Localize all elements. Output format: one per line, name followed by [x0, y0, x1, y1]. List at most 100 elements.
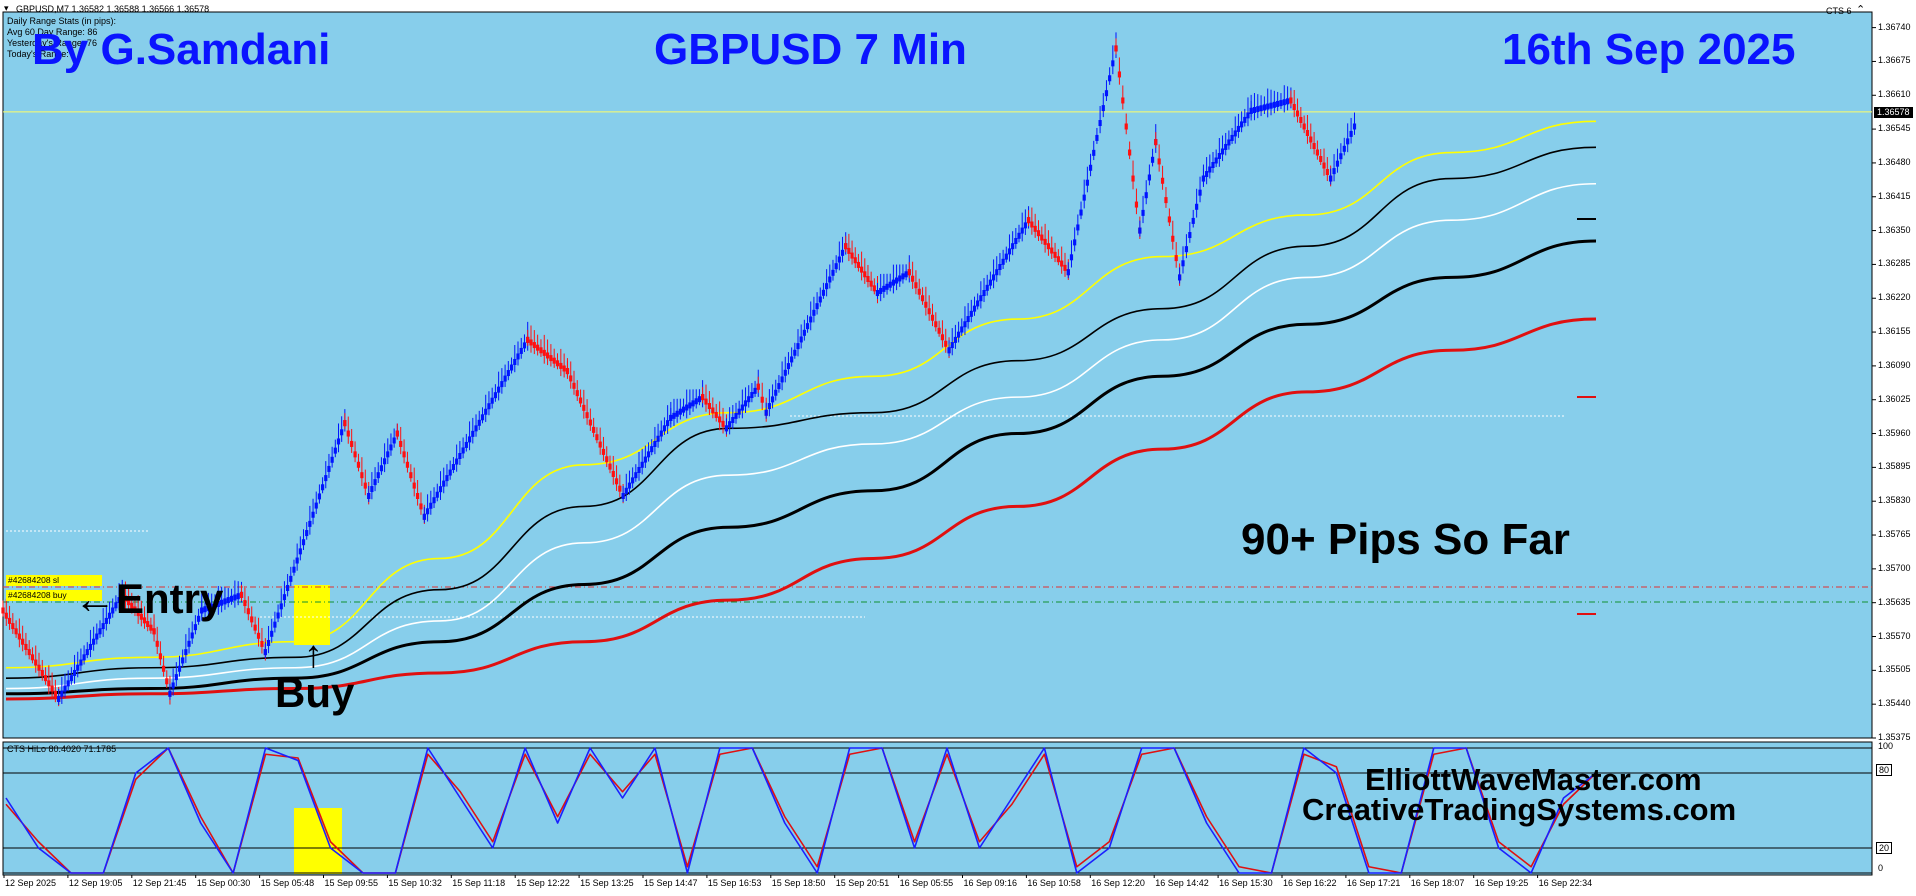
order-sl-tag[interactable]: #42684208 sl — [6, 575, 102, 586]
price-bar-body — [809, 316, 813, 323]
price-bar-body — [1292, 103, 1296, 110]
price-bar-body — [127, 599, 131, 606]
price-bar-body — [356, 461, 361, 468]
price-bar-body — [834, 263, 838, 270]
price-bar-body — [37, 664, 41, 671]
price-bar-body — [139, 613, 143, 620]
price-bar-body — [869, 280, 873, 287]
moving-average-line — [5, 239, 1597, 696]
price-bar-body — [1220, 148, 1225, 155]
price-tick-label: 1.35700 — [1878, 562, 1911, 573]
price-bar-body — [562, 365, 566, 372]
price-bar-body — [4, 612, 8, 619]
chart-menu-triangle-icon[interactable]: ▾ — [4, 3, 9, 13]
price-bar-body — [930, 314, 935, 321]
price-bar-body — [780, 376, 784, 383]
osc-level-label: 100 — [1878, 741, 1894, 751]
price-bar-body — [1178, 274, 1182, 281]
price-tick-label: 1.36740 — [1878, 21, 1911, 32]
price-bar-body — [92, 638, 96, 645]
price-bar-body — [130, 602, 134, 609]
price-bar-body — [539, 347, 543, 354]
price-bar-body — [532, 342, 536, 349]
price-bar-body — [595, 434, 599, 441]
price-bar-body — [233, 594, 237, 601]
price-bar-body — [184, 649, 188, 656]
time-tick-label: 15 Sep 09:55 — [324, 878, 379, 888]
price-bar-body — [1269, 102, 1273, 109]
price-bar-body — [429, 502, 433, 509]
price-bar-body — [376, 472, 380, 479]
price-bar-body — [1098, 120, 1102, 127]
price-bar-body — [875, 290, 880, 297]
price-bar-body — [442, 480, 446, 487]
price-bar-body — [1092, 149, 1096, 156]
price-bar-body — [477, 419, 481, 426]
price-bar-body — [598, 441, 602, 448]
price-bar-body — [552, 357, 556, 364]
price-bar-body — [969, 310, 973, 317]
price-bar-body — [66, 680, 70, 687]
price-bar-body — [256, 632, 261, 639]
time-tick-label: 15 Sep 05:48 — [260, 878, 315, 888]
price-bar-body — [650, 446, 654, 453]
price-bar-body — [40, 669, 44, 676]
price-bar-body — [1227, 139, 1231, 146]
price-bar-body — [1201, 175, 1206, 182]
price-bar-body — [697, 396, 702, 403]
price-bar-body — [812, 309, 816, 316]
price-bar-body — [1198, 189, 1202, 196]
price-bar-body — [911, 275, 915, 282]
price-bar-body — [522, 342, 527, 349]
price-bar-body — [1256, 106, 1260, 113]
order-buy-tag[interactable]: #42684208 buy — [6, 590, 102, 601]
price-bar-body — [480, 414, 485, 421]
price-bar-body — [1050, 247, 1054, 254]
price-bar-body — [982, 290, 986, 297]
price-bar-body — [111, 607, 115, 614]
price-bar-body — [333, 447, 337, 454]
price-bar-body — [196, 615, 201, 622]
oscillator-line-red — [5, 747, 1597, 874]
price-bar-body — [1147, 174, 1151, 181]
price-bar-body — [1276, 100, 1280, 107]
price-bar-body — [588, 419, 592, 426]
cts-corner-label: CTS 6 — [1826, 6, 1852, 16]
price-bar-body — [1088, 164, 1093, 171]
price-bar-body — [445, 475, 449, 482]
price-bar-body — [1266, 103, 1270, 110]
chevron-up-icon[interactable]: ⌃ — [1856, 4, 1866, 16]
price-bar-body — [168, 690, 172, 697]
price-bar-body — [1, 607, 5, 614]
daily-range-stats: Daily Range Stats (in pips): Avg 60 Day … — [7, 16, 116, 60]
price-bar-body — [572, 382, 576, 389]
price-bar-body — [181, 657, 185, 664]
time-tick-label: 16 Sep 12:20 — [1091, 878, 1145, 888]
price-bar-body — [85, 649, 89, 656]
price-bar-body — [305, 530, 309, 537]
price-bar-body — [1305, 130, 1310, 136]
price-bar-body — [1243, 116, 1247, 123]
price-bar-body — [669, 414, 673, 421]
price-bar-body — [373, 479, 377, 486]
time-tick-label: 12 Sep 19:05 — [68, 878, 123, 888]
price-bar-body — [526, 336, 530, 343]
price-bar-body — [734, 412, 738, 419]
price-bar-body — [1346, 138, 1350, 145]
price-bar-body — [279, 603, 283, 610]
price-bar-body — [718, 416, 722, 423]
price-bar-body — [863, 271, 867, 278]
price-bar-body — [637, 466, 641, 473]
price-bar-body — [266, 639, 271, 646]
price-bar-body — [236, 593, 240, 600]
price-bar-body — [1036, 230, 1041, 237]
price-tick-label: 1.36415 — [1878, 190, 1911, 201]
price-bar-body — [1157, 158, 1161, 165]
price-bar-body — [146, 621, 150, 628]
price-bar-body — [1252, 107, 1257, 114]
price-bar-body — [1295, 110, 1300, 117]
price-bar-body — [220, 599, 224, 606]
price-bar-body — [117, 597, 121, 604]
